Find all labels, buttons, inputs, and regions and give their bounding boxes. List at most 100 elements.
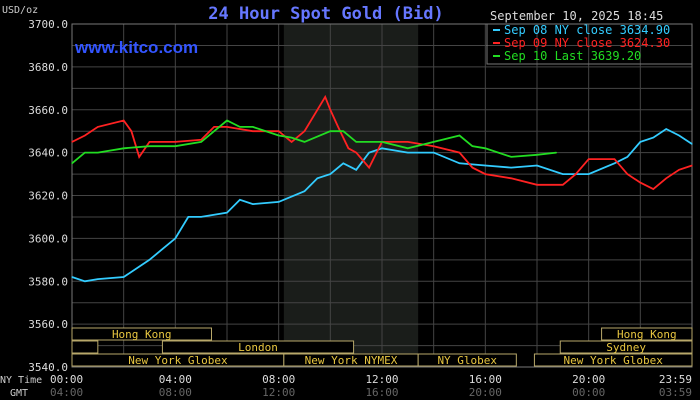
data-point — [174, 141, 176, 143]
data-point — [458, 162, 461, 164]
y-tick-label: 3700.0 — [28, 18, 68, 31]
data-point — [84, 134, 86, 137]
data-point — [562, 173, 564, 175]
data-point — [97, 278, 99, 280]
data-point — [471, 167, 474, 169]
x-tick-gmt: 04:00 — [50, 386, 83, 399]
data-point — [355, 169, 357, 171]
data-point — [639, 182, 641, 184]
data-point — [510, 167, 512, 169]
data-point — [368, 152, 370, 154]
session-box — [161, 340, 355, 354]
data-point — [536, 184, 538, 186]
data-point — [510, 177, 512, 179]
data-point — [123, 276, 125, 278]
data-point — [324, 96, 326, 98]
y-tick-label: 3580.0 — [28, 275, 68, 288]
data-point — [174, 145, 176, 147]
data-point — [71, 141, 73, 143]
data-point — [252, 126, 254, 128]
data-point — [678, 169, 680, 171]
data-point — [407, 141, 409, 143]
session-label: Hong Kong — [112, 328, 172, 341]
x-tick-gmt: 03:59 — [659, 386, 692, 399]
y-tick-label: 3540.0 — [28, 361, 68, 374]
data-point — [130, 130, 133, 132]
data-point — [355, 141, 357, 143]
data-point — [148, 141, 151, 143]
data-point — [303, 190, 306, 192]
data-point — [278, 130, 280, 132]
data-point — [329, 130, 331, 132]
x-row-label-gmt: GMT — [10, 388, 28, 399]
data-point — [200, 141, 202, 143]
x-tick-ny: 16:00 — [469, 373, 502, 386]
data-point — [84, 280, 86, 282]
data-point — [407, 152, 409, 154]
data-point — [652, 188, 654, 190]
data-point — [536, 154, 538, 156]
data-point — [329, 109, 331, 111]
x-tick-ny: 04:00 — [159, 373, 192, 386]
data-point — [337, 126, 339, 128]
data-point — [652, 137, 654, 139]
data-point — [213, 126, 215, 128]
data-point — [626, 156, 629, 158]
data-point — [484, 164, 486, 167]
data-point — [97, 126, 99, 128]
data-point — [458, 152, 461, 154]
data-point — [187, 216, 189, 218]
data-point — [613, 158, 616, 160]
x-tick-ny: 12:00 — [365, 373, 398, 386]
data-point — [381, 147, 383, 149]
data-point — [355, 152, 357, 154]
x-row-label-ny: NY Time — [0, 375, 42, 386]
data-point — [536, 164, 538, 167]
legend-entry: Sep 09 NY close 3624.30 — [504, 36, 670, 50]
y-tick-label: 3560.0 — [28, 318, 68, 331]
session-label: NY Globex — [437, 354, 497, 367]
y-axis-label: USD/oz — [2, 5, 38, 16]
data-point — [239, 126, 241, 128]
data-point — [290, 141, 293, 143]
session-label: Sydney — [606, 341, 646, 354]
session-label: New York NYMEX — [305, 354, 398, 367]
data-point — [316, 177, 319, 179]
data-point — [123, 147, 125, 149]
data-point — [226, 212, 228, 214]
x-tick-ny: 23:59 — [659, 373, 692, 386]
data-point — [71, 162, 73, 164]
data-point — [433, 141, 435, 143]
data-point — [613, 162, 616, 164]
data-point — [138, 156, 140, 158]
data-point — [71, 276, 73, 278]
legend-entry: Sep 10 Last 3639.20 — [504, 49, 641, 63]
data-point — [290, 137, 293, 139]
brand-logo: www.kitco.com — [74, 38, 198, 57]
data-point — [123, 119, 125, 122]
data-point — [329, 173, 331, 175]
data-point — [226, 126, 228, 128]
y-tick-label: 3680.0 — [28, 61, 68, 74]
x-tick-ny: 00:00 — [50, 373, 83, 386]
data-point — [678, 134, 680, 137]
data-point — [458, 134, 461, 137]
data-point — [226, 119, 228, 122]
data-point — [381, 141, 383, 143]
session-label: New York Globex — [128, 354, 228, 367]
session-box — [71, 340, 99, 354]
data-point — [639, 141, 641, 143]
data-point — [148, 145, 151, 147]
session-label: London — [238, 341, 278, 354]
data-point — [665, 128, 667, 130]
session-label: Hong Kong — [617, 328, 677, 341]
session-label: New York Globex — [564, 354, 664, 367]
x-tick-ny: 08:00 — [262, 373, 295, 386]
data-point — [148, 259, 151, 261]
x-tick-gmt: 12:00 — [262, 386, 295, 399]
data-point — [316, 109, 319, 111]
chart-title: 24 Hour Spot Gold (Bid) — [208, 4, 443, 24]
data-point — [342, 162, 344, 164]
